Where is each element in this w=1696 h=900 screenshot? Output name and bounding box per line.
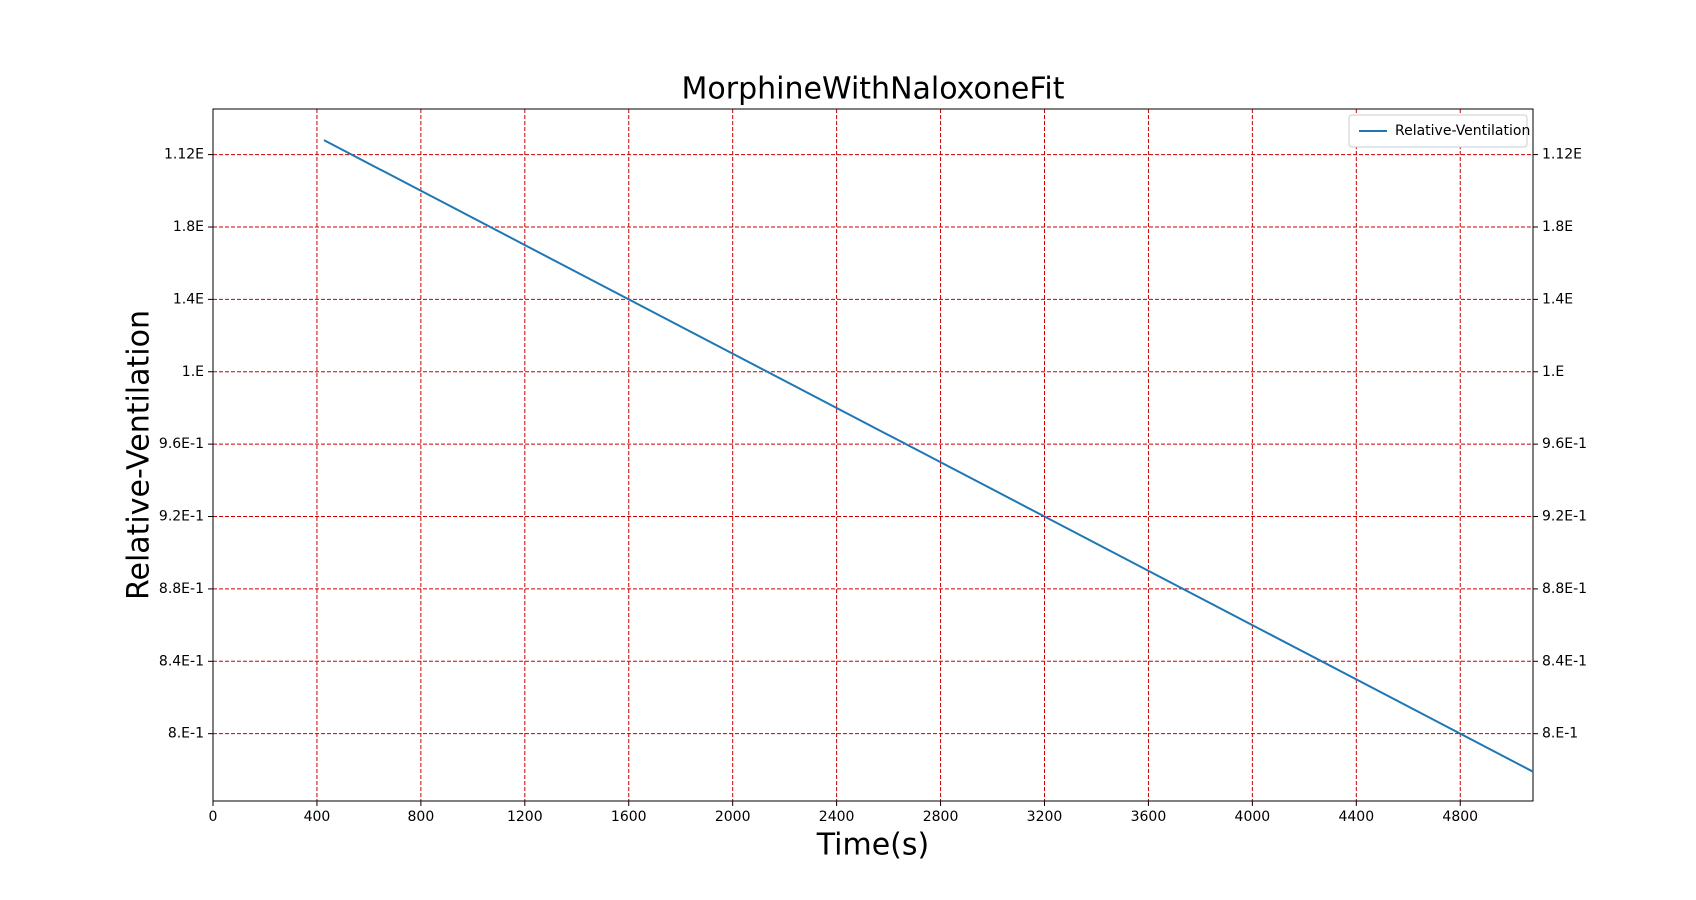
x-tick-label: 0	[209, 809, 218, 825]
y-tick-label-right: 9.6E-1	[1542, 436, 1587, 452]
legend-label: Relative-Ventilation	[1395, 123, 1530, 139]
chart-title: MorphineWithNaloxoneFit	[682, 72, 1065, 107]
y-tick-label-right: 9.2E-1	[1542, 509, 1587, 525]
x-tick-label: 2400	[819, 809, 855, 825]
x-axis-label: Time(s)	[816, 828, 929, 863]
x-tick-label: 3600	[1131, 809, 1167, 825]
x-tick-label: 1600	[611, 809, 647, 825]
x-tick-label: 1200	[507, 809, 543, 825]
y-tick-label: 1.8E	[173, 219, 204, 235]
y-tick-label-right: 8.4E-1	[1542, 653, 1587, 669]
y-tick-label: 8.8E-1	[159, 581, 204, 597]
y-tick-label-right: 1.E	[1542, 364, 1564, 380]
x-tick-label: 3200	[1027, 809, 1063, 825]
x-tick-label: 800	[408, 809, 435, 825]
data-line	[323, 139, 1534, 773]
x-tick-label: 4400	[1338, 809, 1374, 825]
y-tick-label-right: 1.4E	[1542, 291, 1573, 307]
legend-box	[1348, 114, 1528, 148]
x-tick-label: 2000	[715, 809, 751, 825]
x-tick-label: 400	[304, 809, 331, 825]
y-tick-label-right: 8.E-1	[1542, 726, 1578, 742]
plot-frame	[212, 108, 1534, 802]
y-axis-label: Relative-Ventilation	[122, 310, 157, 600]
y-tick-label: 8.4E-1	[159, 653, 204, 669]
y-tick-label: 1.4E	[173, 291, 204, 307]
y-tick-label-right: 8.8E-1	[1542, 581, 1587, 597]
x-tick-label: 2800	[923, 809, 959, 825]
y-tick-label: 9.6E-1	[159, 436, 204, 452]
x-tick-label: 4000	[1235, 809, 1271, 825]
y-tick-label: 9.2E-1	[159, 509, 204, 525]
y-tick-label: 1.E	[182, 364, 204, 380]
y-tick-label-right: 1.8E	[1542, 219, 1573, 235]
x-tick-label: 4800	[1442, 809, 1478, 825]
y-tick-label: 1.12E	[164, 147, 204, 163]
y-tick-label-right: 1.12E	[1542, 147, 1582, 163]
y-tick-label: 8.E-1	[168, 726, 204, 742]
